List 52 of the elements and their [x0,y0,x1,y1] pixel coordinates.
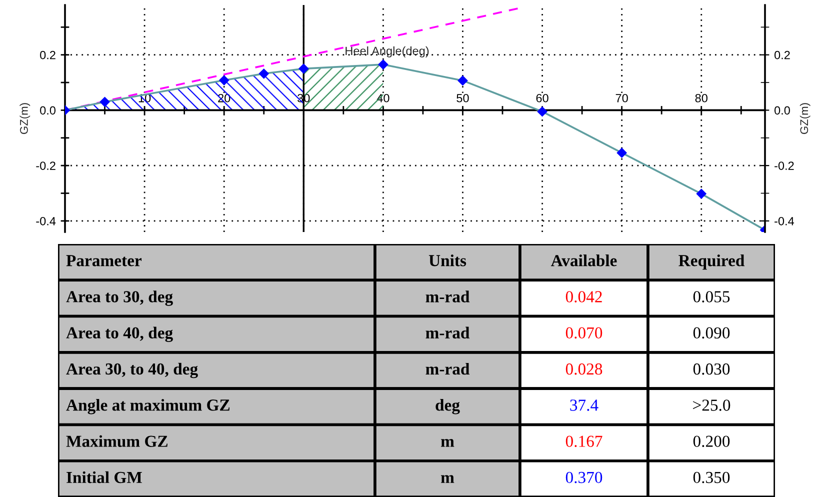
text: m-rad [426,290,470,302]
point [696,188,707,199]
x-tick-label: 70 [616,94,628,102]
text: m-rad [426,362,470,375]
y2-tick-label: -0.2 [774,162,794,170]
category-label: Units [428,254,466,266]
text: Area to 40, deg [66,326,173,342]
point [616,148,628,158]
text: 0.370 [566,472,602,484]
text: m-rad [426,326,470,339]
text: >25.0 [693,400,730,411]
y-axis-title: GZ(m) [20,103,30,134]
y2-axis-title: GZ(m) [800,103,810,134]
x-tick-label: 80 [695,94,708,102]
text: Angle at maximum GZ [66,399,230,414]
text: Initial GM [66,471,142,484]
text: Area 30, to 40, deg [66,362,198,378]
y-tick-label: 0.0 [40,106,56,115]
text: 0.028 [566,363,602,375]
text: 0.042 [566,291,602,302]
y-tick-label: -0.4 [36,216,56,226]
x-tick-label: 50 [456,94,469,102]
text: Area to 30, deg [66,290,173,306]
category-label: Parameter [66,255,142,266]
x-tick-label: 60 [536,94,548,102]
point [298,63,309,74]
text: m [441,475,454,483]
text: deg [436,399,460,414]
text: m [441,438,454,447]
text: Maximum GZ [66,435,168,447]
point [218,75,230,86]
text: 0.200 [693,436,730,448]
y2-tick-label: -0.4 [774,216,794,226]
text: 0.070 [566,327,602,339]
category-label: Available [550,254,617,266]
y-tick-label: -0.2 [36,162,56,170]
text: 0.350 [693,472,730,484]
point [537,106,548,117]
point [378,59,388,70]
y-tick-label: 0.2 [40,50,56,60]
category-label: Required [678,254,744,270]
point [100,96,110,108]
text: 0.055 [693,291,730,302]
point [458,75,468,86]
y2-tick-label: 0.0 [774,106,790,115]
text: 0.030 [693,363,730,375]
point [258,68,270,79]
text: 0.090 [693,327,730,339]
text: 0.167 [566,436,602,448]
y2-tick-label: 0.2 [774,50,790,60]
x-axis-title: Heel Angle(deg) [346,46,429,58]
text: 37.4 [570,400,598,411]
